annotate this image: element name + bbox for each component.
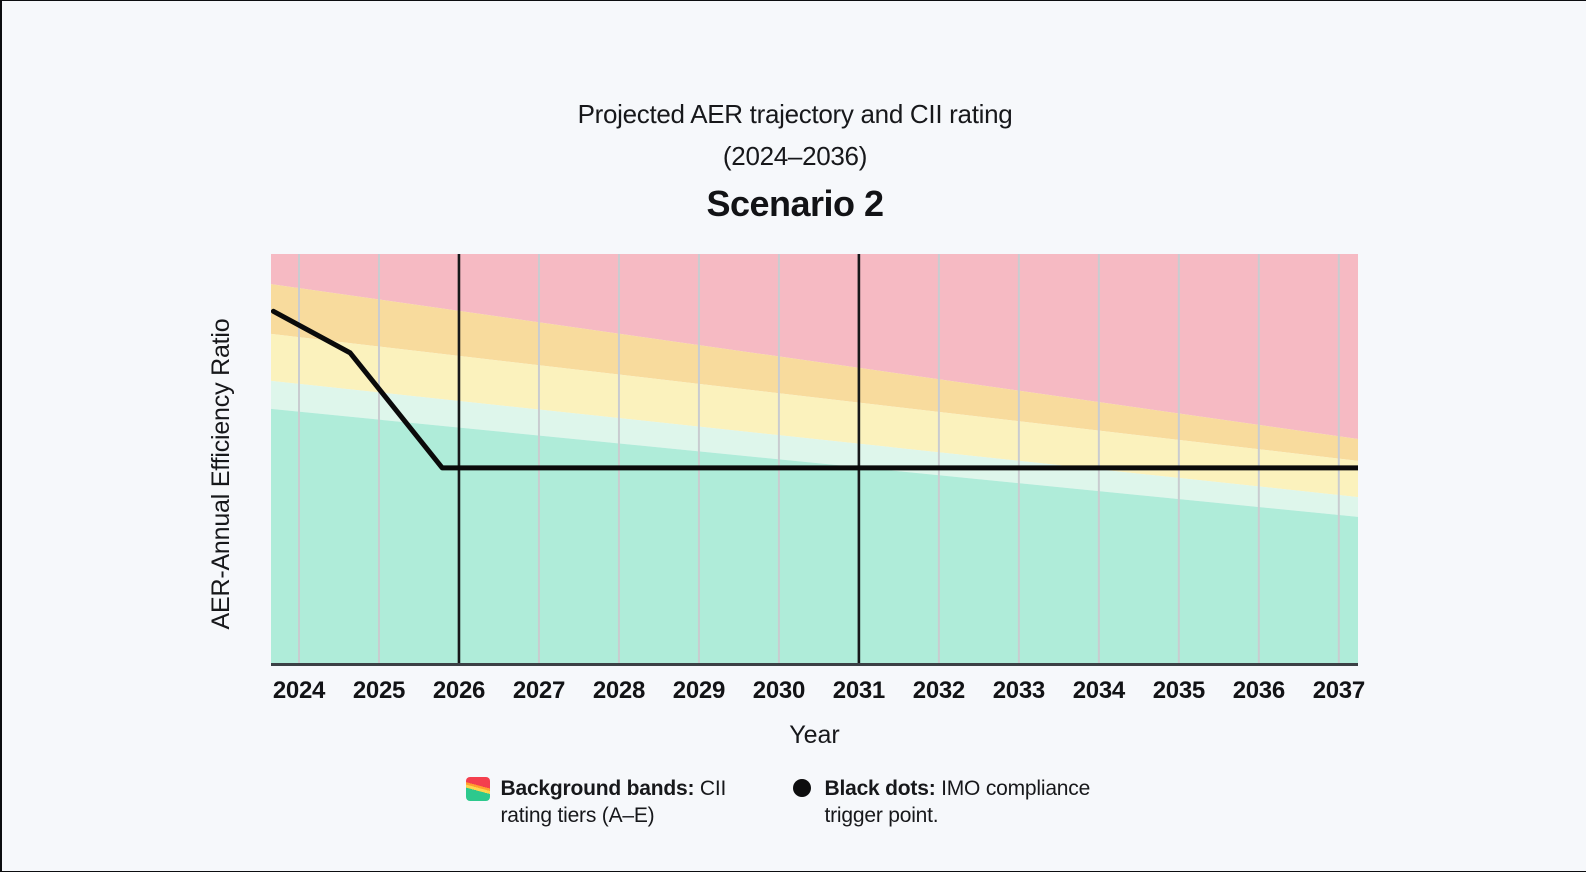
cii-band-A: [271, 408, 1358, 666]
plot-area: [271, 254, 1358, 666]
cii-rating-chart: [271, 254, 1358, 666]
cii-band-E: [271, 254, 1358, 439]
x-tick-label-2029: 2029: [672, 677, 726, 704]
legend-item-dots: Black dots: IMO compliance trigger point…: [790, 775, 1125, 829]
x-tick-label-2024: 2024: [272, 677, 326, 704]
x-axis-label: Year: [789, 721, 840, 749]
x-axis-ticks: 2024 2025 2026 2027 2028 2029 2030 2031 2032 2033…: [2, 677, 1586, 705]
x-tick-label-2028: 2028: [592, 677, 646, 704]
black-dot-icon: [792, 779, 811, 797]
legend: Background bands: CII rating tiers (A–E)…: [2, 775, 1586, 829]
cii-bands-swatch-icon: [465, 777, 490, 801]
cii-band-D: [271, 284, 1358, 461]
chart-title: Projected AER trajectory and CII rating …: [2, 93, 1586, 177]
chart-title-line2: (2024–2036): [722, 141, 868, 171]
chart-title-line1: Projected AER trajectory and CII rating: [577, 99, 1013, 129]
x-tick-label-2032: 2032: [912, 677, 966, 704]
x-tick-label-2034: 2034: [1072, 677, 1126, 704]
x-tick-label-2036: 2036: [1232, 677, 1286, 704]
legend-item-bands: Background bands: CII rating tiers (A–E): [465, 775, 746, 829]
aer-trajectory-line: [271, 308, 1358, 471]
chart-subtitle: Scenario 2: [706, 183, 884, 224]
x-tick-label-2030: 2030: [752, 677, 806, 704]
x-tick-label-2037: 2037: [1312, 677, 1366, 704]
cii-band-C: [271, 333, 1358, 498]
x-tick-label-2025: 2025: [352, 677, 406, 704]
cii-band-B: [271, 380, 1358, 517]
x-tick-label-2027: 2027: [512, 677, 566, 704]
legend-label-dots: Black dots: IMO compliance trigger point…: [824, 777, 1091, 827]
x-tick-label-2026: 2026: [432, 677, 486, 704]
x-tick-label-2031: 2031: [832, 677, 886, 704]
legend-label-bands: Background bands: CII rating tiers (A–E): [500, 777, 727, 827]
x-tick-label-2035: 2035: [1152, 677, 1206, 704]
x-tick-label-2033: 2033: [992, 677, 1046, 704]
